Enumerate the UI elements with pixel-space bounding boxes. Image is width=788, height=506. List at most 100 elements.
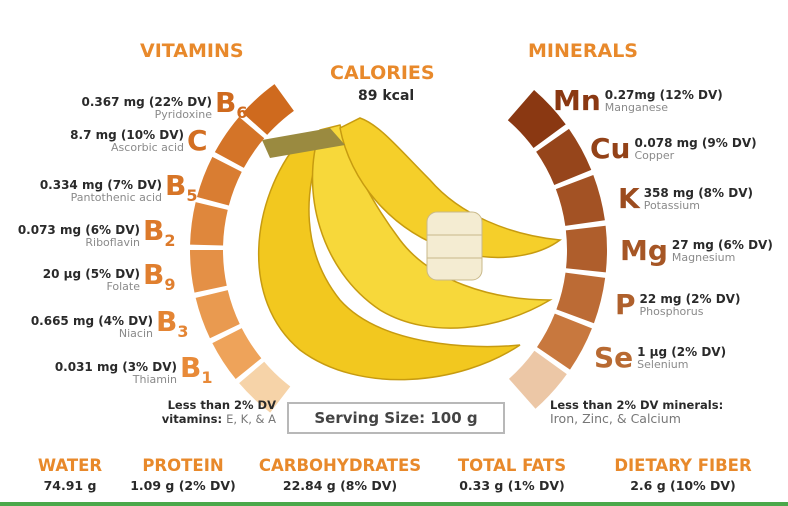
mineral-name: Copper <box>634 149 675 162</box>
mineral-amount: 22 mg (2% DV) <box>639 292 741 306</box>
vitamins-other: Less than 2% DV vitamins: E, K, & A <box>162 398 276 426</box>
arc-segment <box>196 156 242 206</box>
vitamin-name: Riboflavin <box>85 236 140 249</box>
vitamin-text: 0.334 mg (7% DV) Pantothenic acid <box>39 178 162 204</box>
banana-bunch <box>240 117 562 381</box>
arc-segment <box>195 290 240 339</box>
vitamin-name: Folate <box>106 280 140 293</box>
vitamin-amount: 0.367 mg (22% DV) <box>81 95 212 109</box>
mineral-name: Phosphorus <box>639 305 704 318</box>
mineral-symbol: P <box>615 288 636 321</box>
arc-segment <box>212 328 262 380</box>
symbol-subscript: 2 <box>164 231 176 250</box>
symbol-letter: B <box>165 169 187 202</box>
mineral-row: P 22 mg (2% DV) Phosphorus <box>615 290 740 320</box>
vitamin-symbol: B2 <box>143 216 193 256</box>
vitamin-text: 0.665 mg (4% DV) Niacin <box>31 315 153 340</box>
mineral-name: Magnesium <box>671 251 736 264</box>
arc-segment <box>242 84 294 135</box>
mineral-row: Se 1 µg (2% DV) Selenium <box>594 343 726 373</box>
mineral-text: 22 mg (2% DV) Phosphorus <box>639 292 741 318</box>
symbol-letter: B <box>215 86 237 119</box>
nutrient-value: 2.6 g (10% DV) <box>630 478 736 493</box>
nutrient-value: 0.33 g (1% DV) <box>459 478 565 493</box>
other-list: E, K, & A <box>226 412 276 426</box>
vitamin-row: 0.334 mg (7% DV) Pantothenic acid B5 <box>40 171 215 211</box>
serving-size: Serving Size: 100 g <box>287 402 505 434</box>
vitamin-name: Pyridoxine <box>154 108 212 121</box>
vitamin-row: 0.665 mg (4% DV) Niacin B3 <box>31 307 206 347</box>
vitamin-symbol: C <box>187 126 237 156</box>
banana <box>311 124 553 329</box>
symbol-subscript: 1 <box>201 368 213 387</box>
nutrient-label: CARBOHYDRATES <box>258 456 422 475</box>
mineral-symbol: K <box>618 182 640 215</box>
nutrient: CARBOHYDRATES 22.84 g (8% DV) <box>250 456 430 493</box>
nutrient: WATER 74.91 g <box>0 456 160 493</box>
other-line: Less than 2% DV <box>167 398 276 412</box>
arc-segment <box>190 202 228 246</box>
vitamins-title: VITAMINS <box>140 40 244 62</box>
symbol-letter: C <box>187 124 208 157</box>
mineral-amount: 0.27mg (12% DV) <box>604 88 723 102</box>
symbol-letter: B <box>156 305 178 338</box>
vitamin-amount: 0.334 mg (7% DV) <box>39 178 162 192</box>
arc-segment <box>190 250 227 293</box>
vitamin-row: 20 µg (5% DV) Folate B9 <box>43 260 193 300</box>
vitamin-text: 0.073 mg (6% DV) Riboflavin <box>17 223 140 249</box>
vitamin-symbol: B3 <box>156 307 206 347</box>
symbol-subscript: 3 <box>177 322 189 341</box>
vitamin-symbol: B5 <box>165 171 215 211</box>
arc-segment <box>214 116 265 168</box>
vitamin-row: 0.073 mg (6% DV) Riboflavin B2 <box>18 216 193 256</box>
mineral-symbol: Cu <box>590 132 631 165</box>
mineral-text: 27 mg (6% DV) Magnesium <box>671 239 773 264</box>
bottom-bar <box>0 502 788 506</box>
vitamin-row: 8.7 mg (10% DV) Ascorbic acid C <box>70 126 237 156</box>
calories-value: 89 kcal <box>358 88 415 104</box>
nutrient: DIETARY FIBER 2.6 g (10% DV) <box>593 456 773 493</box>
vitamin-name: Ascorbic acid <box>111 141 184 154</box>
mineral-name: Potassium <box>643 199 700 212</box>
mineral-row: Mn 0.27mg (12% DV) Manganese <box>553 86 723 116</box>
symbol-letter: B <box>143 258 165 291</box>
vitamin-row: 0.367 mg (22% DV) Pyridoxine B6 <box>81 88 265 128</box>
banana <box>339 117 562 259</box>
vitamin-amount: 20 µg (5% DV) <box>42 267 140 281</box>
mineral-text: 1 µg (2% DV) Selenium <box>637 345 727 371</box>
vitamin-amount: 0.073 mg (6% DV) <box>17 223 140 237</box>
mineral-symbol: Se <box>594 341 634 374</box>
vitamin-row: 0.031 mg (3% DV) Thiamin B1 <box>55 353 230 393</box>
mineral-text: 0.078 mg (9% DV) Copper <box>634 136 757 162</box>
symbol-subscript: 6 <box>236 103 248 122</box>
vitamin-text: 0.031 mg (3% DV) Thiamin <box>54 360 177 386</box>
vitamin-text: 20 µg (5% DV) Folate <box>42 267 140 293</box>
vitamin-name: Thiamin <box>132 373 177 386</box>
banana-stem <box>262 128 345 158</box>
arc-segment <box>556 272 606 324</box>
calories-label: CALORIES <box>330 62 435 84</box>
vitamin-symbol: B1 <box>180 353 230 393</box>
arc-segment <box>565 225 607 273</box>
mineral-name: Manganese <box>604 101 668 114</box>
nutrient: PROTEIN 1.09 g (2% DV) <box>93 456 273 493</box>
mineral-amount: 0.078 mg (9% DV) <box>634 136 757 150</box>
nutrient-label: DIETARY FIBER <box>614 456 752 475</box>
mineral-row: Cu 0.078 mg (9% DV) Copper <box>590 134 757 164</box>
arc-segment <box>555 175 605 226</box>
mineral-amount: 1 µg (2% DV) <box>637 345 727 359</box>
nutrient-label: WATER <box>37 456 103 475</box>
nutrient-value: 74.91 g <box>43 478 97 493</box>
other-label: vitamins: <box>161 412 223 426</box>
mineral-symbol: Mn <box>553 84 601 117</box>
vitamin-text: 8.7 mg (10% DV) Ascorbic acid <box>70 129 184 154</box>
vitamin-symbol: B6 <box>215 88 265 128</box>
mineral-symbol: Mg <box>620 234 668 267</box>
nutrient-label: PROTEIN <box>142 456 224 475</box>
vitamin-name: Pantothenic acid <box>70 191 162 204</box>
arc-segment <box>239 361 291 413</box>
vitamin-amount: 0.031 mg (3% DV) <box>54 360 177 374</box>
mineral-text: 358 mg (8% DV) Potassium <box>643 186 753 212</box>
mineral-amount: 358 mg (8% DV) <box>643 186 753 200</box>
symbol-letter: B <box>143 214 165 247</box>
